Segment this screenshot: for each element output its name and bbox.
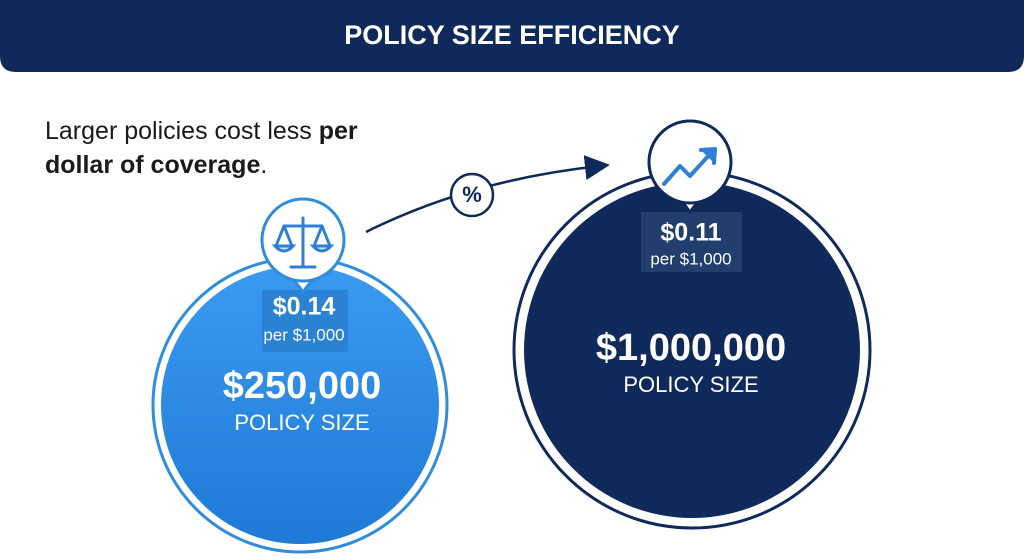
scales-icon — [271, 216, 335, 269]
small-policy-circle — [161, 266, 439, 544]
policy-label: POLICY SIZE — [234, 410, 369, 435]
rate-box — [262, 290, 348, 352]
rate: $0.11 — [660, 219, 721, 247]
connector-badge — [449, 172, 495, 218]
intro-plain: Larger policies cost less — [45, 117, 312, 145]
large-policy-circle — [524, 182, 860, 518]
policy-amount: $1,000,000 — [596, 327, 786, 369]
growth-icon — [662, 147, 717, 186]
rate-box — [641, 212, 742, 272]
rate-unit: per $1,000 — [650, 249, 731, 268]
intro-emphasis: per dollar of coverage — [45, 117, 358, 179]
rate: $0.14 — [273, 293, 336, 321]
header-bar — [0, 0, 1024, 72]
growth-badge — [647, 119, 733, 205]
intro-text: Larger policies cost less per dollar of … — [45, 114, 425, 182]
policy-label: POLICY SIZE — [623, 372, 758, 397]
connector-symbol: % — [462, 182, 482, 207]
intro-end: . — [260, 151, 268, 179]
policy-amount: $250,000 — [223, 365, 382, 407]
header-title: POLICY SIZE EFFICIENCY — [344, 20, 680, 50]
rate-unit: per $1,000 — [263, 325, 344, 344]
